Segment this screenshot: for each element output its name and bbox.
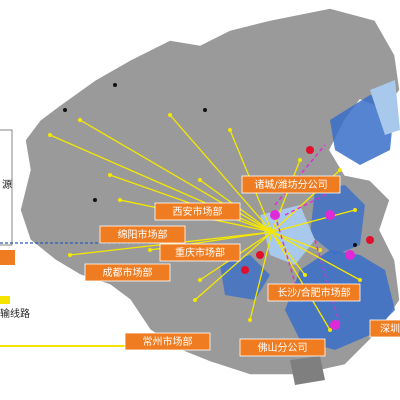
legend-area: 源 输线路 <box>0 129 150 347</box>
routes <box>48 83 374 332</box>
map-base <box>19 7 400 385</box>
place-label: 深圳 <box>380 323 400 335</box>
route-line <box>271 231 361 281</box>
city-dot <box>113 83 117 87</box>
route-end <box>248 318 252 322</box>
route-line <box>271 209 356 233</box>
route-end <box>338 168 342 172</box>
place-label: 成都市场部 <box>103 266 153 279</box>
label-box <box>267 283 361 302</box>
route-end <box>78 118 82 122</box>
hub-dot <box>330 320 340 330</box>
city-dot <box>241 266 249 274</box>
hub-dot <box>270 210 280 220</box>
place-label: 长沙/合肥市场部 <box>277 286 350 299</box>
labels: 诸城/潍坊分公司西安市场部绵阳市场部重庆市场部成都市场部长沙/合肥市场部深圳常州… <box>84 175 400 357</box>
route-line <box>271 231 306 276</box>
route-line <box>271 231 321 251</box>
route-end <box>318 248 322 252</box>
place-label: 诸城/潍坊分公司 <box>254 178 327 191</box>
route-end <box>108 173 112 177</box>
hub-dot <box>345 250 355 260</box>
label-box <box>239 338 326 357</box>
route-end <box>68 253 72 257</box>
route-end <box>298 158 302 162</box>
label-box <box>124 332 211 351</box>
city-dot <box>366 236 374 244</box>
route-line <box>169 114 273 233</box>
route-end <box>48 133 52 137</box>
city-dot <box>203 108 207 112</box>
route-end <box>328 328 332 332</box>
legend-route-text: 输线路 <box>0 307 30 320</box>
label-box <box>154 202 241 221</box>
label-box <box>369 319 400 338</box>
route-end <box>118 198 122 202</box>
route-end <box>193 298 197 302</box>
city-dot <box>93 198 97 202</box>
place-label: 重庆市场部 <box>175 246 225 259</box>
route-line <box>69 231 273 256</box>
label-box <box>159 243 241 262</box>
route-end <box>148 248 152 252</box>
route-end <box>198 178 202 182</box>
place-label: 绵阳市场部 <box>118 228 168 241</box>
label-box <box>84 263 171 282</box>
route-line <box>271 231 331 331</box>
city-dot <box>256 251 264 259</box>
label-box <box>99 225 186 244</box>
route-end <box>358 278 362 282</box>
route-end <box>303 273 307 277</box>
route-dashed <box>284 189 336 216</box>
place-label: 西安市场部 <box>173 205 223 218</box>
route-end <box>168 113 172 117</box>
label-box <box>241 175 341 194</box>
city-dot <box>306 146 314 154</box>
route-line <box>249 231 273 321</box>
route-end <box>198 278 202 282</box>
place-label: 常州市场部 <box>143 335 193 348</box>
route-line <box>271 159 301 233</box>
place-label: 佛山分公司 <box>258 341 308 354</box>
city-dot <box>353 243 357 247</box>
hub-dot <box>325 210 335 220</box>
route-end <box>228 128 232 132</box>
route-end <box>353 208 357 212</box>
legend-side-text: 源 <box>2 178 12 191</box>
city-dot <box>63 108 67 112</box>
route-dashed <box>314 239 341 326</box>
route-dashed <box>274 144 326 206</box>
route-line <box>194 231 273 301</box>
